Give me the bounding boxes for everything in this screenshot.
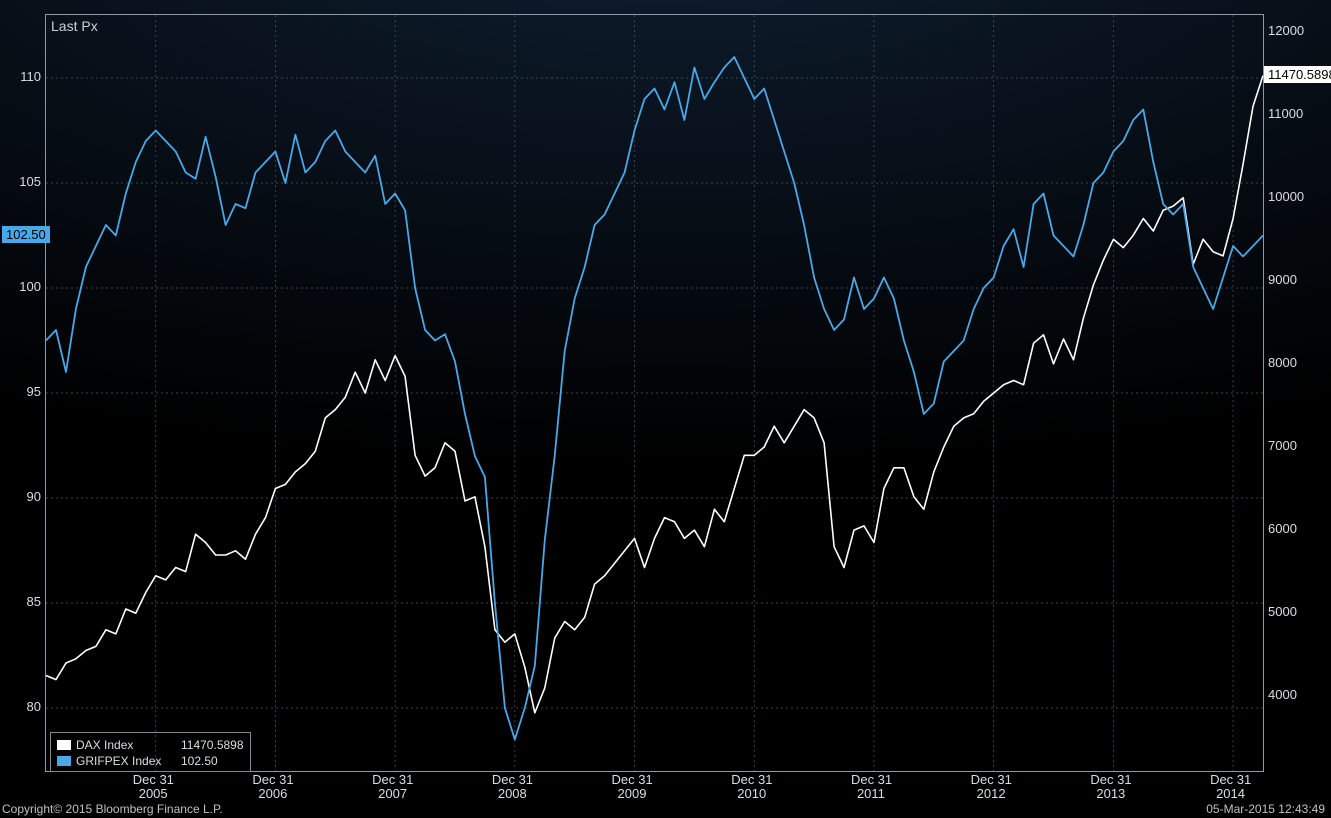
y-right-tick: 4000 bbox=[1268, 687, 1297, 702]
y-left-tick: 80 bbox=[27, 699, 41, 714]
x-tick-top: Dec 31 bbox=[612, 772, 653, 787]
y-left-tick: 90 bbox=[27, 489, 41, 504]
legend-row-dax[interactable]: DAX Index 11470.5898 bbox=[57, 737, 244, 753]
y-right-tick: 8000 bbox=[1268, 355, 1297, 370]
y-left-tick: 85 bbox=[27, 594, 41, 609]
y-right-tick: 11000 bbox=[1268, 106, 1303, 121]
y-right-tick: 9000 bbox=[1268, 272, 1297, 287]
series-grifpex bbox=[46, 57, 1263, 740]
x-tick-year: 2011 bbox=[857, 786, 885, 801]
y-right-tick: 5000 bbox=[1268, 604, 1297, 619]
x-tick-year: 2007 bbox=[378, 786, 407, 801]
x-tick-top: Dec 31 bbox=[1210, 772, 1251, 787]
right-axis-flag: 11470.5898 bbox=[1264, 66, 1331, 83]
y-right-tick: 7000 bbox=[1268, 438, 1297, 453]
y-left-tick: 110 bbox=[20, 69, 41, 84]
flag-left-value: 102.50 bbox=[6, 227, 46, 242]
y-left-tick: 105 bbox=[19, 174, 41, 189]
plot-area[interactable] bbox=[45, 14, 1264, 772]
legend-name: DAX Index bbox=[76, 738, 176, 752]
copyright-text: Copyright© 2015 Bloomberg Finance L.P. bbox=[2, 802, 223, 816]
x-tick-top: Dec 31 bbox=[372, 772, 413, 787]
legend-swatch bbox=[57, 756, 71, 766]
y-right-tick: 12000 bbox=[1268, 23, 1304, 38]
left-axis-flag: 102.50 bbox=[2, 226, 50, 243]
series-dax bbox=[46, 76, 1263, 713]
timestamp-text: 05-Mar-2015 12:43:49 bbox=[1206, 802, 1325, 816]
legend-swatch bbox=[57, 740, 71, 750]
x-tick-year: 2005 bbox=[139, 786, 168, 801]
legend-row-grifpex[interactable]: GRIFPEX Index 102.50 bbox=[57, 753, 244, 769]
x-tick-top: Dec 31 bbox=[851, 772, 892, 787]
data-series bbox=[46, 15, 1263, 771]
flag-right-value: 11470.5898 bbox=[1268, 67, 1331, 82]
x-tick-top: Dec 31 bbox=[492, 772, 533, 787]
x-tick-year: 2012 bbox=[977, 786, 1006, 801]
y-right-tick: 10000 bbox=[1268, 189, 1304, 204]
legend[interactable]: DAX Index 11470.5898 GRIFPEX Index 102.50 bbox=[50, 732, 251, 772]
x-tick-top: Dec 31 bbox=[252, 772, 293, 787]
x-tick-top: Dec 31 bbox=[133, 772, 174, 787]
x-tick-top: Dec 31 bbox=[971, 772, 1012, 787]
y-right-tick: 6000 bbox=[1268, 521, 1297, 536]
x-tick-year: 2014 bbox=[1216, 786, 1245, 801]
x-tick-year: 2013 bbox=[1096, 786, 1125, 801]
y-left-tick: 100 bbox=[19, 279, 41, 294]
legend-value: 11470.5898 bbox=[181, 738, 244, 752]
chart-title: Last Px bbox=[51, 18, 98, 34]
x-tick-year: 2006 bbox=[258, 786, 287, 801]
legend-value: 102.50 bbox=[181, 754, 218, 768]
x-tick-year: 2010 bbox=[737, 786, 766, 801]
bloomberg-chart: Last Px 80 85 90 95 100 105 110 4000 5000 6000 70… bbox=[0, 0, 1331, 818]
legend-name: GRIFPEX Index bbox=[76, 754, 176, 768]
y-left-tick: 95 bbox=[27, 384, 41, 399]
x-tick-top: Dec 31 bbox=[731, 772, 772, 787]
x-tick-year: 2008 bbox=[498, 786, 527, 801]
x-tick-top: Dec 31 bbox=[1090, 772, 1131, 787]
x-tick-year: 2009 bbox=[618, 786, 647, 801]
